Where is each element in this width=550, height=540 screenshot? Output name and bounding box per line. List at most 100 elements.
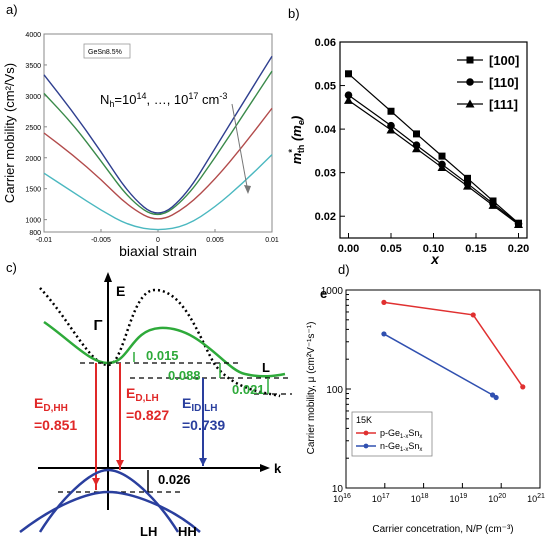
- panel-b-xtick-label: 0.20: [508, 243, 529, 255]
- panel-a-legend: GeSn8.5%: [88, 49, 122, 56]
- panel-d-point: [381, 331, 387, 337]
- panel-b-point: [345, 70, 352, 78]
- hh-label: HH: [178, 524, 197, 539]
- panel-b-xtick-label: 0.15: [465, 243, 486, 255]
- panel-b-legend-label: [100]: [489, 53, 519, 68]
- delta-088: 0.088: [168, 368, 201, 383]
- panel-d-ytick-label: 100: [326, 385, 343, 396]
- panel-d-xtick-label: 1021: [527, 493, 545, 504]
- panel-a-annotation: Nh=1014, …, 1017 cm-3: [100, 91, 227, 109]
- panel-d-xtick-label: 1017: [372, 493, 390, 504]
- panel-b-legend-label: [111]: [489, 97, 518, 112]
- panel-b-legend-marker: [466, 56, 474, 64]
- green-band: [43, 320, 286, 378]
- gamma-label: Γ: [93, 317, 102, 334]
- panel-b-point: [387, 107, 395, 115]
- e-axis-label: E: [116, 283, 125, 299]
- panel-a-ytick-label: 2000: [25, 156, 41, 163]
- panel-b-label: b): [288, 6, 300, 21]
- panel-a-xtick-label: 0.01: [265, 237, 279, 244]
- panel-b-point: [464, 174, 471, 182]
- panel-a-annotation-arrow: [231, 103, 249, 193]
- panel-b-point: [437, 162, 447, 171]
- panel-a-series-line-2: [43, 107, 273, 220]
- dotted-band: [39, 287, 281, 398]
- panel-b-point: [413, 130, 420, 138]
- panel-b-xtick-label: 0.00: [338, 243, 359, 255]
- panel-a-legend-box: [83, 43, 131, 59]
- panel-d-ylabel: Carrier mobility, μ (cm²V⁻¹s⁻¹): [306, 322, 317, 455]
- panel-a-series-line-0: [43, 55, 273, 214]
- panel-a-xlabel: biaxial strain: [119, 243, 197, 259]
- edlh-label: ED,LH: [126, 385, 159, 404]
- edhh-value: =0.851: [34, 417, 77, 433]
- edhh-arrowhead: [92, 478, 100, 486]
- panel-d-legend-marker: [363, 443, 369, 449]
- panel-d-plot-area: [345, 289, 541, 489]
- panel-a-series-line-3: [43, 154, 273, 231]
- panel-a-ytick-label: 4000: [25, 32, 41, 39]
- panel-a-xtick-label: 0: [156, 237, 160, 244]
- panel-a-ytick-label: 800: [29, 230, 41, 237]
- edlh-arrowhead: [116, 460, 124, 468]
- eidlh-arrowhead: [199, 458, 207, 466]
- panel-b-legend-label: [110]: [489, 75, 519, 90]
- panel-b-chart: 0.02 0.03 0.04 0.05 0.06 0.00 0.05 0.10 0.15 0.2…: [287, 37, 529, 267]
- panel-d-point: [520, 384, 526, 390]
- panel-b-point: [488, 200, 498, 209]
- panel-a-ytick-label: 1500: [25, 187, 41, 194]
- panel-a-xtick-label: -0.01: [36, 237, 52, 244]
- panel-a-ylabel: Carrier mobility (cm²/Vs): [2, 63, 17, 203]
- panel-b-ytick-label: 0.02: [315, 211, 336, 223]
- edhh-label: ED,HH: [34, 395, 68, 414]
- panel-a-series-line-1: [43, 70, 273, 216]
- e-axis-arrow: [104, 272, 112, 282]
- k-axis-label: k: [274, 461, 282, 476]
- panel-d-point: [381, 299, 387, 305]
- panel-d-label: d): [338, 262, 350, 277]
- panel-a-plot-area: [43, 33, 273, 233]
- panel-b-point: [438, 152, 446, 160]
- panel-b-ylabel: m*th (me): [287, 116, 306, 164]
- panel-b-point: [412, 144, 421, 153]
- panel-b-ytick-label: 0.03: [315, 168, 336, 180]
- panel-a-annotation-arrowhead: [244, 185, 251, 194]
- panel-b-ytick-label: 0.04: [315, 124, 337, 136]
- panel-a-ytick-label: 3500: [25, 63, 41, 70]
- panel-a-ytick-label: 1000: [25, 218, 41, 225]
- panel-a-xtick-label: 0.005: [206, 237, 224, 244]
- panel-d-xtick-label: 1019: [449, 493, 467, 504]
- eidlh-value: =0.739: [182, 417, 225, 433]
- panel-a-chart: 800 1000 1500 2000 2500 3000 3500 4000 -0.01 -0.…: [2, 32, 279, 259]
- panel-d-xtick-label: 1020: [488, 493, 506, 504]
- panel-d-xtick-label: 1018: [411, 493, 429, 504]
- panel-d-legend-label: n-Ge1-xSnx: [380, 441, 422, 453]
- panel-b-xtick-label: 0.10: [423, 243, 444, 255]
- delta-026: 0.026: [158, 472, 191, 487]
- panel-a-ytick-label: 2500: [25, 125, 41, 132]
- panel-b-point: [344, 95, 353, 104]
- panel-c-diagram: E k Γ L 0.015 0.088 0.021 0.026 LH HH ED…: [19, 272, 292, 539]
- panel-b-legend-marker: [466, 78, 474, 86]
- panel-b-legend-marker: [465, 99, 475, 108]
- edlh-value: =0.827: [126, 407, 169, 423]
- panel-b-ytick-label: 0.06: [315, 37, 336, 49]
- panel-d-point: [493, 394, 499, 401]
- panel-d-legend-label: p-Ge1-xSnx: [380, 428, 422, 440]
- panel-d-title: e: [320, 286, 327, 301]
- panel-d-chart: e 10 100 1000 1016 1017 1018 1019 1020 1021 15K…: [306, 286, 545, 535]
- panel-b-ytick-label: 0.05: [315, 81, 336, 93]
- panel-d-legend-marker: [363, 430, 369, 436]
- delta-015: 0.015: [146, 348, 179, 363]
- panel-b-point: [344, 91, 353, 99]
- lh-label: LH: [140, 524, 157, 539]
- panel-b-xlabel: x: [430, 251, 440, 267]
- panel-d-legend-title: 15K: [356, 415, 372, 425]
- panel-a-label: a): [6, 2, 18, 17]
- panel-d-xlabel: Carrier concetration, N/P (cm⁻³): [372, 524, 513, 535]
- k-axis-arrow: [260, 464, 270, 472]
- hh-band: [19, 490, 201, 533]
- panel-b-point: [514, 219, 523, 228]
- panel-d-ytick-label: 1000: [321, 286, 344, 297]
- panel-c-label: c): [6, 260, 17, 275]
